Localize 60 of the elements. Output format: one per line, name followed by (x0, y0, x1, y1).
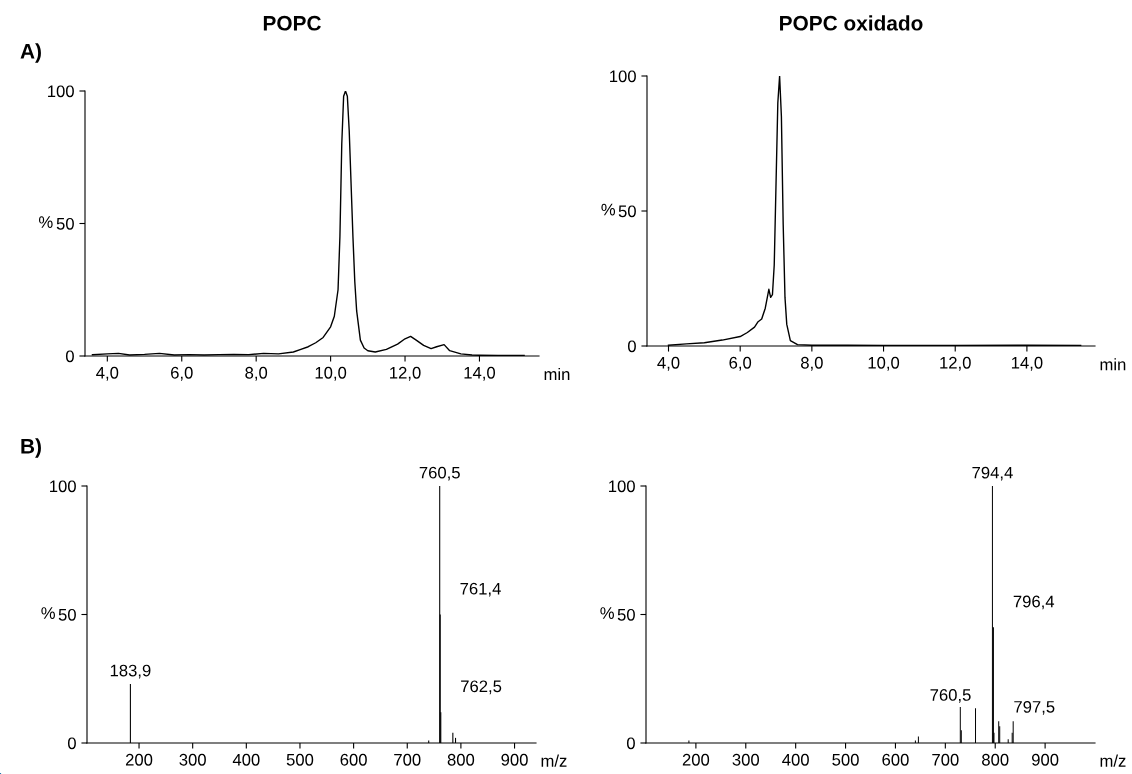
y-tick-label: 0 (627, 340, 636, 353)
x-tick-label: 800 (447, 753, 475, 766)
x-tick-label: 12,0 (940, 356, 971, 371)
y-tick-label: 50 (617, 608, 635, 621)
y-tick-label: 0 (626, 737, 635, 750)
x-tick-label: 500 (832, 753, 859, 766)
x-tick-label: 4,0 (657, 356, 680, 371)
x-tick-label: 10,0 (315, 366, 347, 381)
x-tick-label: 8,0 (801, 356, 823, 371)
chart-title: POPC (263, 15, 321, 31)
text: A) (20, 43, 41, 63)
x-axis-title: m/z (541, 754, 567, 767)
x-tick-label: 600 (882, 753, 909, 766)
x-tick-label: 400 (782, 753, 809, 766)
text: B) (21, 438, 41, 458)
y-tick-label: 100 (610, 70, 636, 83)
x-axis-title: m/z (1100, 754, 1126, 767)
y-tick-label: 100 (609, 480, 635, 493)
x-tick-label: 200 (682, 753, 710, 766)
x-tick-label: 400 (232, 753, 260, 766)
y-axis-title: % (600, 607, 614, 619)
x-tick-label: 14,0 (1011, 356, 1043, 371)
x-tick-label: 600 (340, 753, 367, 766)
x-tick-label: 300 (179, 753, 206, 766)
y-tick-label: 50 (618, 205, 636, 218)
x-tick-label: 700 (394, 753, 421, 766)
x-tick-label: 900 (501, 753, 528, 766)
x-tick-label: 800 (982, 753, 1009, 766)
x-tick-label: 8,0 (245, 366, 268, 381)
annotation: 760,5 (930, 689, 971, 703)
x-tick-label: 300 (732, 753, 760, 766)
annotation: 761,4 (460, 582, 501, 597)
annotation: 183,9 (110, 664, 151, 679)
y-axis-title: % (38, 216, 53, 228)
y-axis-title: % (601, 203, 616, 216)
annotation: 762,5 (461, 680, 502, 695)
y-tick-label: 100 (48, 85, 74, 98)
y-tick-label: 100 (50, 480, 76, 493)
x-tick-label: 6,0 (171, 366, 193, 381)
y-tick-label: 50 (56, 217, 74, 230)
y-tick-label: 0 (67, 737, 76, 750)
y-axis-title: % (41, 607, 55, 619)
x-tick-label: 700 (932, 753, 959, 766)
x-axis-title: min (544, 367, 570, 380)
annotation: 797,5 (1014, 700, 1055, 715)
y-tick-label: 50 (58, 608, 76, 621)
chart-title: POPC oxidado (780, 15, 923, 31)
y-tick-label: 0 (65, 350, 74, 363)
annotation: 760,5 (419, 466, 460, 481)
x-tick-label: 200 (125, 753, 153, 766)
x-tick-label: 12,0 (390, 366, 421, 381)
x-tick-label: 10,0 (868, 356, 900, 371)
annotation: 794,4 (972, 466, 1013, 481)
x-tick-label: 6,0 (729, 356, 752, 371)
x-tick-label: 14,0 (464, 366, 496, 381)
x-tick-label: 500 (286, 753, 314, 766)
x-axis-title: min (1100, 358, 1126, 371)
x-tick-label: 4,0 (96, 366, 119, 381)
x-tick-label: 900 (1031, 753, 1059, 766)
annotation: 796,4 (1013, 595, 1055, 610)
